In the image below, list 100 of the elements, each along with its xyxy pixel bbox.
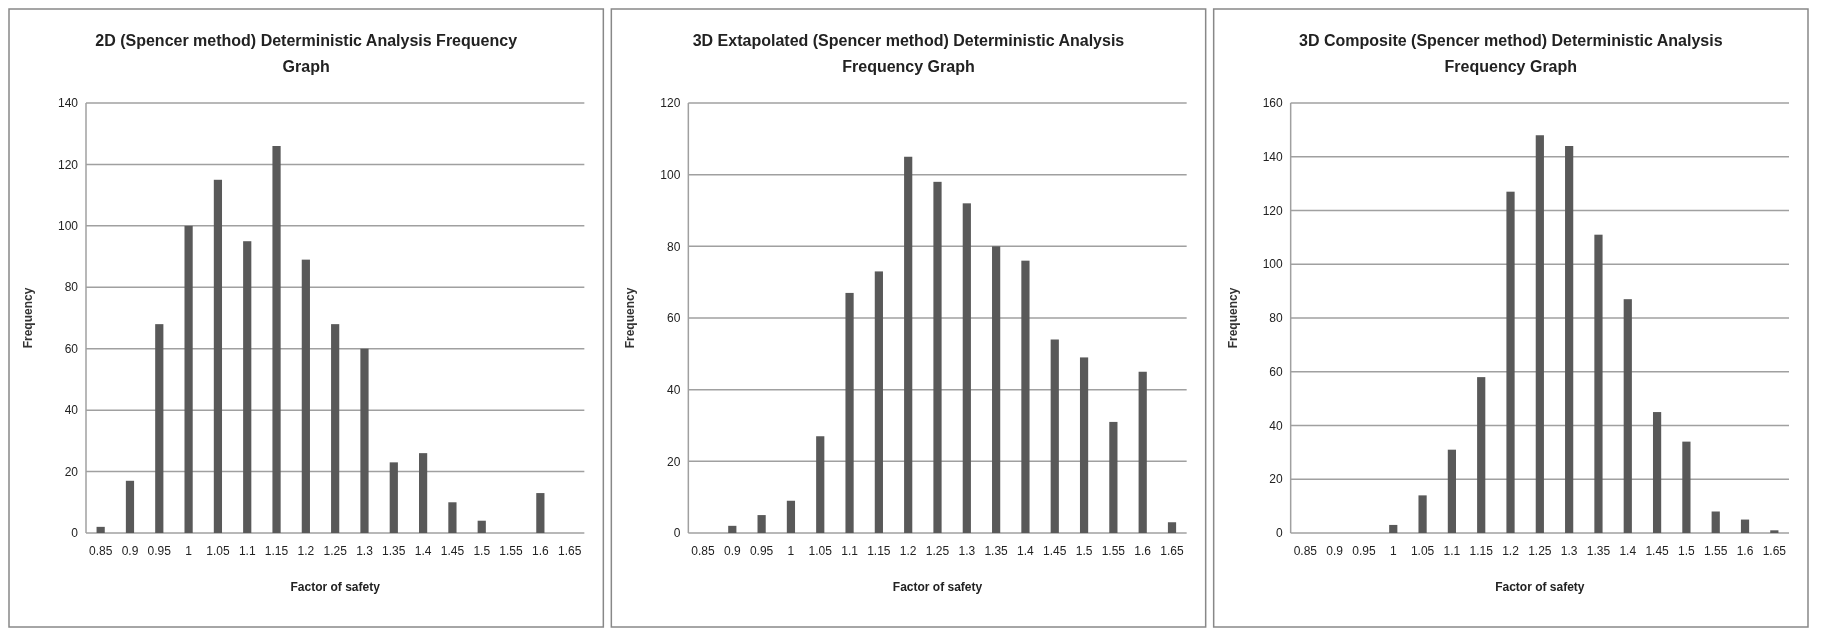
y-tick-label: 60 [1269, 364, 1283, 379]
x-tick-label: 1.35 [1586, 544, 1611, 558]
bar [243, 241, 252, 533]
bar [1740, 519, 1750, 533]
y-tick-label: 80 [666, 239, 681, 254]
x-tick-label: 1.4 [1619, 544, 1637, 558]
bar [301, 259, 310, 533]
bar [1535, 135, 1544, 533]
x-tick-label: 0.85 [691, 544, 715, 558]
bar [1711, 511, 1720, 533]
y-tick-label: 100 [1262, 257, 1283, 272]
bar [904, 156, 913, 533]
x-tick-label: 1.15 [264, 544, 289, 558]
bar [1506, 191, 1515, 533]
bar [1167, 522, 1177, 533]
x-tick-label: 1.55 [1101, 544, 1126, 558]
y-tick-label: 40 [1269, 418, 1283, 433]
x-tick-label: 1.4 [414, 544, 432, 558]
x-tick-label: 1.25 [323, 544, 348, 558]
y-tick-label: 120 [660, 96, 681, 111]
x-tick-label: 1.65 [1160, 544, 1185, 558]
x-tick-label: 1.3 [1560, 544, 1578, 558]
x-tick-label: 1 [787, 544, 795, 558]
x-tick-label: 1.05 [1410, 544, 1435, 558]
x-tick-label: 1.4 [1017, 544, 1035, 558]
bar [331, 324, 340, 533]
x-tick-label: 1.6 [1134, 544, 1152, 558]
x-tick-label: 1.5 [1075, 544, 1093, 558]
bar [992, 246, 1001, 533]
x-tick-label: 0.9 [1326, 544, 1344, 558]
y-tick-label: 60 [64, 341, 79, 356]
y-axis-title: Frequency [1225, 287, 1240, 349]
x-tick-label: 1.45 [1043, 544, 1067, 558]
y-tick-label: 140 [1262, 149, 1283, 164]
y-tick-label: 40 [64, 403, 79, 418]
y-tick-label: 140 [57, 96, 79, 111]
bar [272, 146, 281, 533]
x-tick-label: 1.3 [958, 544, 976, 558]
bar [1418, 495, 1427, 533]
x-tick-label: 1.5 [1678, 544, 1696, 558]
y-tick-label: 0 [71, 526, 79, 541]
bar [1623, 299, 1632, 533]
x-tick-label: 0.95 [749, 544, 774, 558]
x-tick-label: 1.2 [1502, 544, 1520, 558]
bar [536, 493, 545, 533]
chart-title: 2D (Spencer method) Deterministic Analysis Frequency Graph [95, 32, 518, 75]
y-tick-label: 20 [1269, 472, 1283, 487]
x-tick-label: 0.95 [147, 544, 172, 558]
x-tick-label: 1.15 [867, 544, 891, 558]
x-tick-label: 0.9 [121, 544, 139, 558]
x-axis-title: Factor of safety [1495, 580, 1585, 594]
y-tick-label: 20 [666, 454, 681, 469]
bar [1682, 441, 1691, 533]
y-tick-label: 100 [57, 219, 79, 234]
y-axis-title: Frequency [21, 287, 35, 349]
x-tick-label: 1.1 [238, 544, 256, 558]
x-tick-label: 1.35 [984, 544, 1009, 558]
bar [933, 181, 942, 533]
y-tick-label: 20 [64, 464, 79, 479]
bar [1652, 412, 1662, 533]
x-tick-label: 0.95 [1352, 544, 1376, 558]
x-tick-label: 1.6 [1736, 544, 1754, 558]
x-tick-label: 1.65 [558, 544, 582, 558]
y-tick-label: 0 [673, 526, 681, 541]
bar [1594, 234, 1603, 533]
x-axis-title: Factor of safety [892, 580, 983, 594]
bar [1565, 146, 1574, 533]
bar [1389, 524, 1398, 533]
bar [845, 292, 854, 533]
x-tick-label: 1.25 [1528, 544, 1552, 558]
bar [1109, 421, 1118, 533]
bar [96, 526, 105, 533]
bar [360, 348, 369, 533]
bar [1447, 449, 1456, 533]
x-tick-label: 1.05 [808, 544, 833, 558]
y-tick-label: 60 [666, 311, 681, 326]
x-tick-label: 1.5 [473, 544, 491, 558]
x-tick-label: 1.55 [1704, 544, 1728, 558]
x-tick-label: 1.35 [382, 544, 406, 558]
bar [816, 436, 825, 533]
bar [155, 324, 164, 533]
y-tick-label: 120 [1262, 203, 1283, 218]
x-tick-label: 1.55 [499, 544, 524, 558]
y-tick-label: 80 [64, 280, 79, 295]
bar [1477, 377, 1486, 533]
chart-title: 3D Extapolated (Spencer method) Deterministic Analysis Frequency Graph [692, 32, 1125, 75]
x-axis-title: Factor of safety [290, 580, 381, 594]
bar [1079, 357, 1089, 533]
bar [757, 515, 766, 533]
x-tick-label: 1.05 [206, 544, 230, 558]
x-tick-label: 0.9 [723, 544, 741, 558]
x-tick-label: 1.2 [899, 544, 917, 558]
bar [184, 225, 193, 533]
x-tick-label: 1.45 [440, 544, 465, 558]
x-tick-label: 0.85 [1293, 544, 1318, 558]
bar [1021, 260, 1030, 533]
bar [1050, 339, 1059, 533]
bar [213, 179, 223, 533]
x-tick-label: 1.3 [356, 544, 374, 558]
x-tick-label: 1.15 [1469, 544, 1494, 558]
